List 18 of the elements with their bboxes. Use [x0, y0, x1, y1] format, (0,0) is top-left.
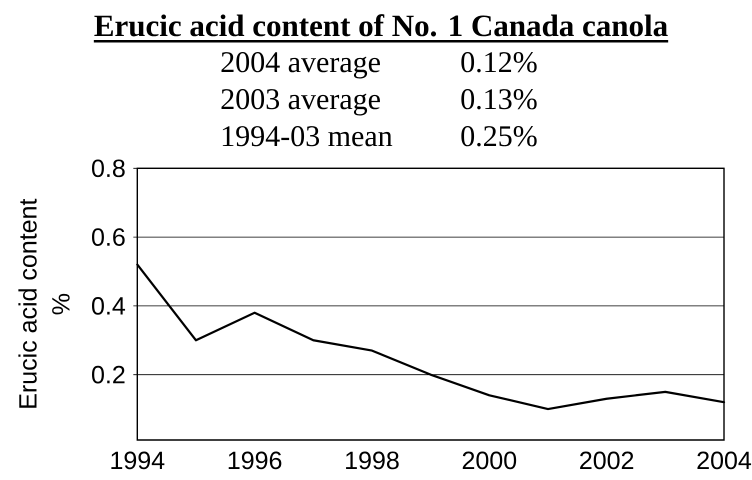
y-tick-label: 0.8 — [92, 159, 125, 178]
x-tick-label: 1996 — [228, 452, 282, 470]
text: 0.12% — [461, 52, 537, 72]
chart-title: Erucic acid content of No. 1 Canada canola — [94, 14, 668, 36]
text: 1994-03 mean — [222, 126, 392, 146]
y-tick-label: 0.2 — [92, 366, 125, 384]
y-tick-label: 0.6 — [92, 228, 125, 246]
x-tick-label: 1998 — [346, 452, 399, 470]
x-tick-label: 2004 — [697, 452, 752, 470]
y-tick-label: 0.4 — [92, 297, 126, 315]
text: 0.13% — [461, 89, 537, 110]
x-tick-label: 2000 — [462, 452, 516, 470]
text: 2004 average — [222, 52, 380, 78]
text: 0.25% — [461, 126, 537, 146]
x-tick-label: 1994 — [111, 452, 164, 470]
y-axis-title: Erucic acid content % — [18, 198, 70, 408]
x-tick-label: 2002 — [580, 452, 634, 470]
text: 2003 average — [222, 89, 380, 116]
